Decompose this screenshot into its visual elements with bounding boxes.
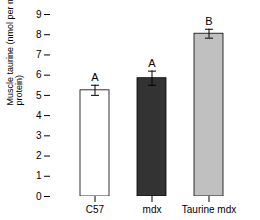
svg-text:8: 8 [36,29,42,40]
svg-text:2: 2 [36,150,42,161]
svg-text:9: 9 [36,9,42,20]
svg-text:0: 0 [36,191,42,202]
svg-text:Taurine mdx: Taurine mdx [182,204,236,215]
svg-text:Muscle taurine (nmol per mgpro: Muscle taurine (nmol per mgprotein) [5,0,24,106]
svg-text:6: 6 [36,69,42,80]
svg-text:B: B [205,15,212,27]
svg-text:C57: C57 [86,204,105,215]
svg-text:1: 1 [36,170,42,181]
svg-text:7: 7 [36,49,42,60]
svg-text:4: 4 [36,110,42,121]
svg-text:mdx: mdx [143,204,162,215]
svg-text:A: A [91,71,99,83]
svg-text:5: 5 [36,90,42,101]
svg-text:3: 3 [36,130,42,141]
svg-text:A: A [148,57,156,69]
